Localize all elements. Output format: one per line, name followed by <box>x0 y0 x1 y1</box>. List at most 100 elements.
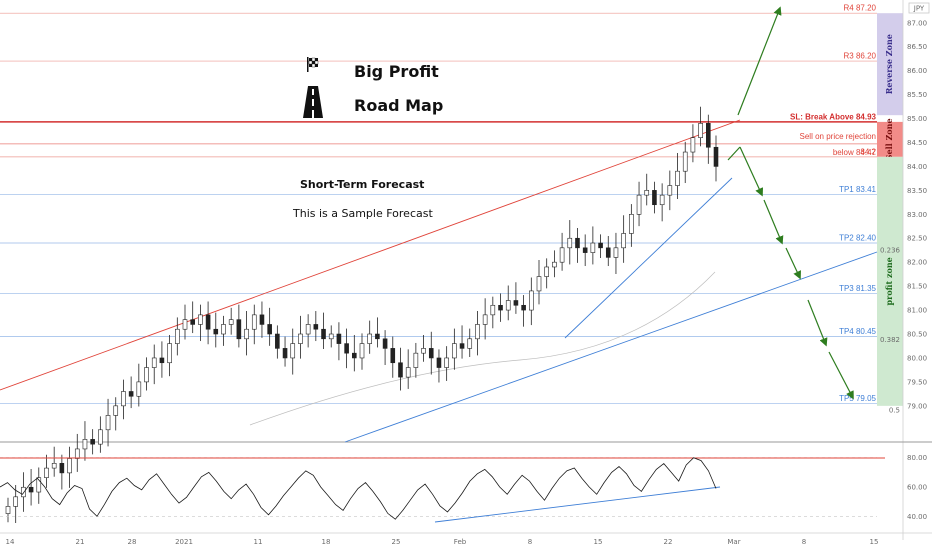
candle-body-21 <box>167 343 172 364</box>
candle-body-20 <box>159 357 165 364</box>
candle-body-72 <box>559 247 565 263</box>
price-axis[interactable]: 87.00 86.50 86.00 85.50 85.00 84.50 84.00 83.50… <box>907 19 927 410</box>
candle-body-75 <box>582 247 588 253</box>
candle-body-89 <box>690 137 696 153</box>
title-line-2: Road Map <box>354 96 443 115</box>
level-label-0: R4 87.20 <box>844 4 877 13</box>
sample-label: This is a Sample Forecast <box>292 207 433 220</box>
candle-body-33 <box>259 314 265 325</box>
candle-body-22 <box>175 328 180 344</box>
candle-body-41 <box>321 328 326 340</box>
forecast-label: Short-Term Forecast <box>300 178 424 191</box>
candles-layer <box>5 106 719 524</box>
candle-body-57 <box>444 357 449 368</box>
candle-body-26 <box>205 314 211 330</box>
zone-label-2: profit zone <box>884 257 894 305</box>
candle-body-29 <box>228 319 234 325</box>
candle-body-37 <box>290 343 296 359</box>
price-tick-3: 85.50 <box>907 91 927 99</box>
candle-body-9 <box>74 448 80 459</box>
price-tick-16: 79.00 <box>907 402 927 410</box>
zone-label-0: Reverse Zone <box>884 34 894 94</box>
arrow-up <box>737 6 782 116</box>
candle-body-42 <box>328 333 334 340</box>
time-tick-8: 8 <box>528 538 532 546</box>
time-axis[interactable]: 14 21 28 2021 11 18 25 Feb 8 15 22 Mar 8 15 <box>6 538 879 546</box>
title-line-1: Big Profit <box>354 62 439 81</box>
candle-body-52 <box>405 367 411 378</box>
level-label-3: 84.2 <box>860 147 876 156</box>
price-tick-13: 80.50 <box>907 331 927 339</box>
candle-body-88 <box>682 151 688 172</box>
candle-body-86 <box>667 185 673 196</box>
time-tick-10: 22 <box>664 538 673 546</box>
candle-body-28 <box>221 324 226 335</box>
candle-body-8 <box>67 458 72 474</box>
road-icon <box>303 86 323 118</box>
price-tick-14: 80.00 <box>907 354 927 362</box>
candle-body-70 <box>544 266 549 277</box>
candle-body-79 <box>613 247 619 258</box>
candle-body-30 <box>236 319 242 340</box>
candle-body-92 <box>713 146 719 167</box>
candle-body-73 <box>567 237 573 249</box>
candle-body-4 <box>36 477 42 493</box>
candle-body-27 <box>213 328 219 335</box>
candle-body-34 <box>267 324 272 335</box>
candle-body-81 <box>629 214 634 234</box>
time-tick-0: 14 <box>6 538 15 546</box>
time-tick-7: Feb <box>454 538 467 546</box>
candle-body-74 <box>575 237 580 249</box>
time-tick-13: 15 <box>870 538 879 546</box>
candle-body-64 <box>498 304 503 311</box>
candle-body-82 <box>636 194 642 215</box>
arrow-down-b <box>739 146 764 197</box>
rsi-blue-trendline <box>434 486 721 523</box>
candle-body-60 <box>467 338 473 349</box>
candle-body-6 <box>51 463 57 469</box>
level-label-4: TP1 83.41 <box>839 185 876 194</box>
candle-body-32 <box>251 314 257 330</box>
price-tick-0: 87.00 <box>907 19 927 27</box>
candle-body-12 <box>98 429 103 445</box>
candle-body-7 <box>59 463 65 474</box>
candle-body-49 <box>382 338 388 349</box>
levels-layer: R4 87.20 R3 86.20 SL: Break Above 84.93 84.… <box>0 4 901 415</box>
svg-text:JPY: JPY <box>913 5 925 13</box>
candle-body-15 <box>121 391 126 407</box>
candle-body-47 <box>367 333 372 344</box>
candle-body-76 <box>590 242 596 253</box>
candle-body-19 <box>151 357 157 368</box>
candle-body-46 <box>359 343 365 359</box>
time-tick-2: 28 <box>128 538 137 546</box>
below-label: below 84.47 <box>833 148 877 157</box>
price-tick-2: 86.00 <box>907 67 927 75</box>
rsi-tick-1: 60.00 <box>907 484 927 492</box>
time-tick-9: 15 <box>594 538 603 546</box>
candle-body-83 <box>644 190 650 196</box>
trendlines-layer <box>0 119 878 443</box>
time-tick-6: 25 <box>392 538 401 546</box>
candle-body-80 <box>621 233 626 249</box>
candle-body-36 <box>282 348 288 359</box>
time-tick-5: 18 <box>322 538 331 546</box>
candle-body-14 <box>113 405 119 416</box>
candle-body-78 <box>605 247 611 258</box>
forecast-arrows-layer <box>727 6 854 400</box>
price-tick-4: 85.00 <box>907 115 927 123</box>
lower-blue-trendline <box>344 251 878 443</box>
candle-body-91 <box>706 123 711 148</box>
candle-body-38 <box>298 333 303 344</box>
time-tick-11: Mar <box>727 538 740 546</box>
time-tick-3: 2021 <box>175 538 193 546</box>
rsi-tick-0: 80.00 <box>907 454 927 462</box>
candle-body-61 <box>475 324 480 340</box>
moving-average <box>249 271 716 426</box>
candle-body-0 <box>5 506 11 514</box>
candle-body-51 <box>398 362 403 378</box>
candle-body-3 <box>28 486 34 493</box>
candle-body-56 <box>436 357 442 368</box>
candle-body-45 <box>352 352 357 359</box>
